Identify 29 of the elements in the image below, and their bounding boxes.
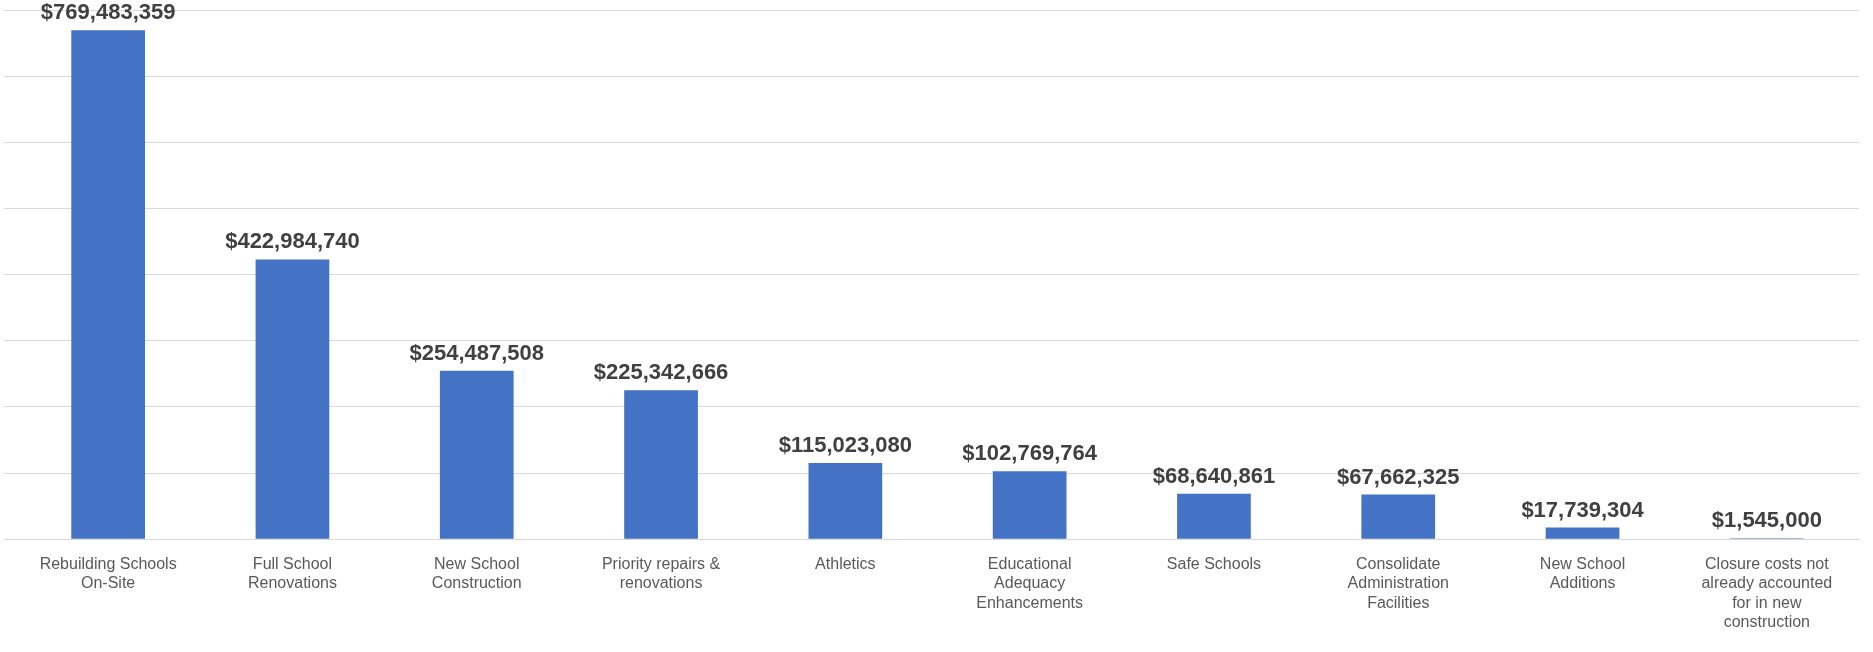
- data-label: $769,483,359: [40, 0, 176, 25]
- data-label: $115,023,080: [778, 432, 913, 458]
- x-tick-label: Safe Schools: [1166, 555, 1262, 573]
- x-tick-label: New School Construction: [431, 555, 522, 592]
- bar: [808, 463, 883, 539]
- x-tick-label: Full School Renovations: [247, 555, 337, 592]
- data-label: $254,487,508: [409, 339, 545, 365]
- bar: [1361, 494, 1436, 539]
- x-tick-label: Closure costs not already accounted for in new construction: [1701, 555, 1833, 630]
- bar: [255, 259, 330, 539]
- bar: [71, 30, 146, 539]
- x-tick-label: Rebuilding Schools On-Site: [39, 555, 177, 592]
- bar: [624, 390, 698, 539]
- bar: [992, 471, 1067, 539]
- bar: [439, 370, 514, 539]
- data-label: $422,984,740: [225, 228, 360, 254]
- x-tick-label: Consolidate Administration Facilities: [1347, 555, 1449, 611]
- data-label: $68,640,861: [1152, 462, 1276, 488]
- x-tick-label: Priority repairs & renovations: [601, 555, 721, 592]
- x-tick-label: Athletics: [815, 555, 876, 573]
- x-tick-label: Educational Adequacy Enhancements: [976, 555, 1084, 611]
- data-label: $1,545,000: [1711, 507, 1822, 533]
- bar: [1177, 493, 1251, 539]
- data-label: $67,662,325: [1337, 463, 1460, 489]
- x-tick-label: New School Additions: [1539, 555, 1626, 592]
- data-label: $102,769,764: [962, 440, 1098, 466]
- data-label: $225,342,666: [593, 359, 729, 385]
- data-label: $17,739,304: [1521, 496, 1645, 522]
- bar: [1545, 527, 1620, 539]
